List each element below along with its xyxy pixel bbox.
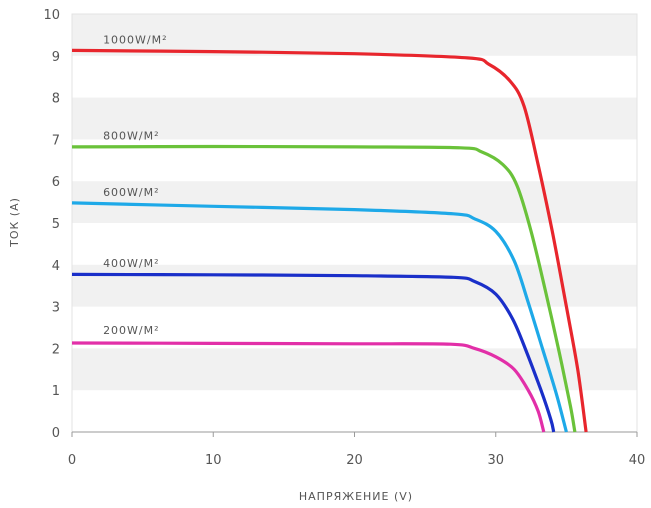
series-label: 400W/M² — [103, 257, 159, 270]
y-tick-label: 6 — [52, 175, 60, 190]
grid-band — [72, 348, 637, 391]
series-label: 1000W/M² — [103, 33, 167, 46]
y-tick-label: 8 — [52, 92, 60, 107]
x-axis-ticks: 0 10 20 30 40 — [68, 432, 645, 468]
y-tick-label: 10 — [43, 8, 60, 23]
series-line — [71, 48, 588, 433]
series-line — [71, 272, 556, 433]
series-label: 600W/M² — [103, 186, 159, 199]
series-line — [71, 201, 568, 433]
y-tick-label: 0 — [52, 426, 60, 441]
y-tick-label: 3 — [52, 301, 60, 316]
series-label: 200W/M² — [103, 324, 159, 337]
series-line — [71, 341, 546, 433]
series-lines — [71, 48, 588, 433]
y-axis-ticks: 0 1 2 3 4 5 6 7 8 9 10 — [43, 8, 60, 441]
series-labels: 1000W/M² 800W/M² 600W/M² 400W/M² 200W/M² — [103, 33, 167, 337]
y-tick-label: 5 — [52, 217, 60, 232]
grid-band — [72, 264, 637, 307]
series-line — [71, 144, 577, 433]
grid-band — [72, 97, 637, 140]
x-tick-label: 20 — [346, 453, 363, 468]
grid-band — [72, 14, 637, 56]
y-tick-label: 9 — [52, 50, 60, 65]
y-tick-label: 7 — [52, 133, 60, 148]
x-tick-label: 10 — [205, 453, 222, 468]
x-tick-label: 40 — [629, 453, 646, 468]
y-axis-title: ТОК (A) — [8, 197, 21, 248]
series-label: 800W/M² — [103, 129, 159, 142]
y-tick-label: 2 — [52, 342, 60, 357]
x-axis-title: НАПРЯЖЕНИЕ (V) — [299, 490, 413, 503]
y-tick-label: 1 — [52, 384, 60, 399]
y-tick-label: 4 — [52, 259, 60, 274]
x-tick-label: 30 — [487, 453, 504, 468]
x-tick-label: 0 — [68, 453, 76, 468]
